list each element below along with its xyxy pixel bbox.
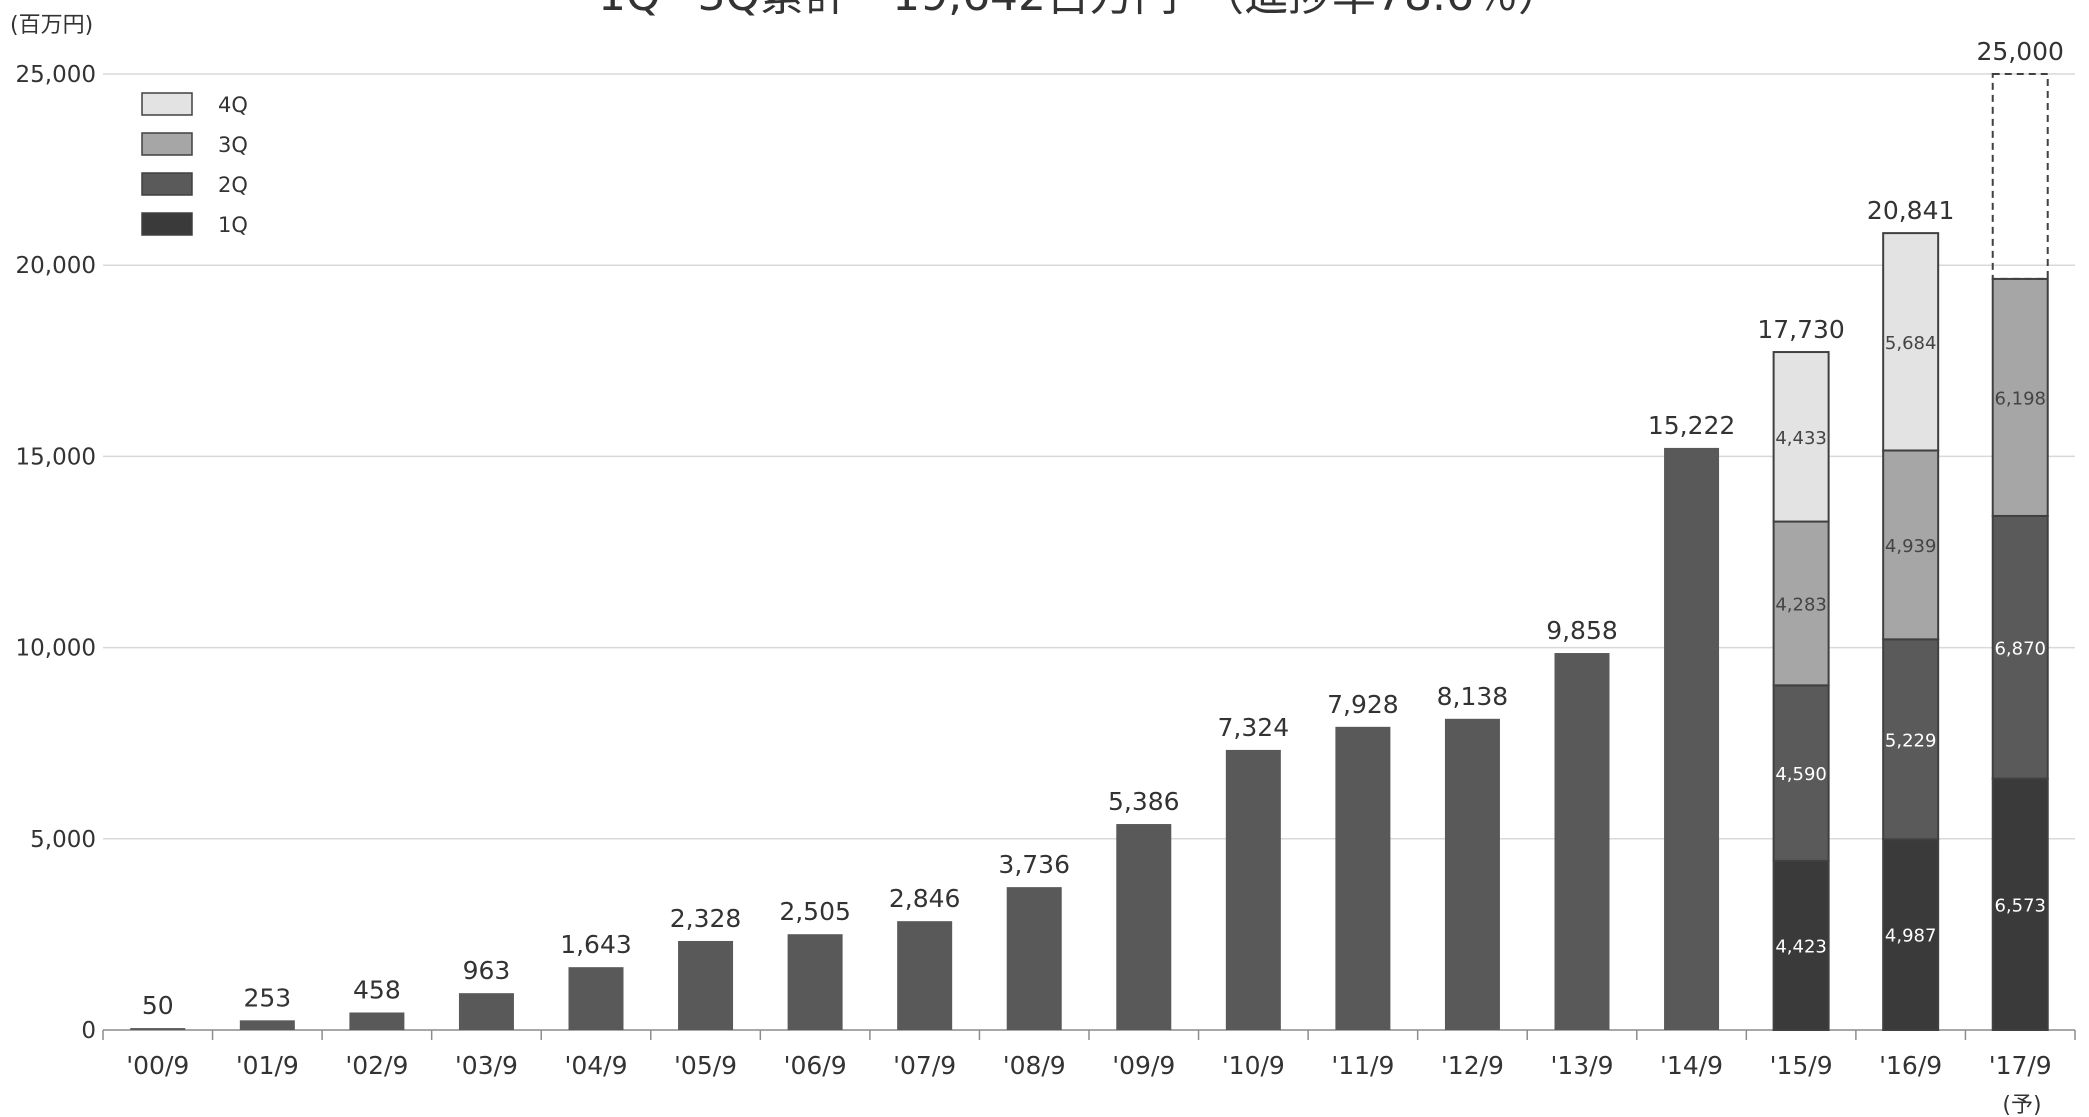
stacked-segment-4q: [1991, 73, 2049, 280]
bar: [1554, 653, 1610, 1030]
segment-value-label: 4,987: [1885, 926, 1937, 947]
bar-value-label: 2,328: [670, 904, 742, 933]
bar: [1444, 718, 1500, 1030]
bar-total-label: 17,730: [1757, 315, 1844, 344]
y-axis: 0 5,000 10,000 15,000 20,000 25,000: [16, 62, 96, 1044]
x-tick-label: '14/9: [1660, 1051, 1723, 1080]
x-tick-label: '12/9: [1441, 1051, 1504, 1080]
x-tick-label: '04/9: [564, 1051, 627, 1080]
segment-value-label: 4,423: [1775, 936, 1827, 957]
bar: [458, 993, 514, 1030]
legend-swatch: [141, 92, 193, 116]
y-unit-label: (百万円): [10, 13, 93, 38]
y-tick-label: 20,000: [16, 253, 96, 279]
bar-value-label: 458: [353, 975, 401, 1004]
x-tick-label: '13/9: [1550, 1051, 1613, 1080]
bar-total-label: 25,000: [1976, 37, 2063, 66]
bar-value-label: 7,324: [1218, 713, 1290, 742]
legend-swatch: [141, 172, 193, 196]
legend-label: 3Q: [218, 133, 248, 157]
stacked-segment-4q: [1772, 351, 1830, 523]
bar-value-label: 3,736: [998, 850, 1070, 879]
bar-value-label: 15,222: [1648, 411, 1735, 440]
x-tick-label: '03/9: [455, 1051, 518, 1080]
forecast-note: (予): [2002, 1093, 2041, 1117]
segment-value-label: 4,939: [1885, 536, 1937, 557]
bar-value-label: 2,846: [889, 884, 961, 913]
y-tick-label: 10,000: [16, 636, 96, 662]
bar: [678, 940, 734, 1030]
stacked-segment-2q: [1772, 684, 1830, 862]
y-tick-label: 0: [81, 1018, 96, 1044]
stacked-segment-3q: [1882, 449, 1940, 641]
x-tick-label: '11/9: [1331, 1051, 1394, 1080]
segment-value-label: 6,573: [1994, 895, 2046, 916]
y-tick-label: 15,000: [16, 444, 96, 470]
bars: 50 253 458 963 1,643 2,328 2,505 2,846 3,736 5,38…: [130, 37, 2064, 1032]
segment-value-label: 4,433: [1775, 428, 1827, 449]
bar: [1664, 447, 1720, 1030]
bar-value-label: 2,505: [779, 897, 851, 926]
bar-value-label: 8,138: [1437, 682, 1509, 711]
bar: [568, 967, 624, 1030]
x-tick-label: '00/9: [126, 1051, 189, 1080]
x-tick-label: '10/9: [1222, 1051, 1285, 1080]
segment-value-label: 6,870: [1994, 638, 2046, 659]
stacked-segment-3q: [1991, 277, 2049, 517]
x-axis: '00/9 '01/9 '02/9 '03/9 '04/9 '05/9 '06/9 '07/9…: [102, 1030, 2076, 1080]
bar: [1335, 726, 1391, 1030]
bar: [897, 921, 953, 1030]
bar: [1116, 824, 1172, 1030]
bar-value-label: 963: [463, 956, 511, 985]
stacked-segment-2q: [1991, 514, 2049, 780]
stacked-segment-2q: [1882, 638, 1940, 841]
stacked-segment-1q: [1772, 859, 1830, 1032]
x-tick-label: '06/9: [784, 1051, 847, 1080]
y-tick-label: 5,000: [30, 827, 96, 853]
x-tick-label: '01/9: [236, 1051, 299, 1080]
x-tick-label: '16/9: [1879, 1051, 1942, 1080]
segment-value-label: 4,590: [1775, 764, 1827, 785]
legend-label: 1Q: [218, 213, 248, 237]
y-tick-label: 25,000: [16, 62, 96, 88]
x-tick-label: '09/9: [1112, 1051, 1175, 1080]
segment-value-label: 4,283: [1775, 594, 1827, 615]
bar: [1225, 749, 1281, 1030]
bar: [349, 1012, 405, 1030]
bar-value-label: 5,386: [1108, 787, 1180, 816]
x-tick-label: '17/9: [1989, 1051, 2052, 1080]
legend-swatch: [141, 132, 193, 156]
legend: 4Q 3Q 2Q 1Q: [141, 92, 248, 237]
bar: [130, 1028, 186, 1030]
bar-value-label: 9,858: [1546, 616, 1618, 645]
bar: [787, 934, 843, 1030]
bar-value-label: 253: [243, 983, 291, 1012]
segment-value-label: 5,684: [1885, 333, 1937, 354]
stacked-segment-1q: [1882, 838, 1940, 1031]
segment-value-label: 6,198: [1994, 388, 2046, 409]
bar: [239, 1020, 295, 1030]
stacked-segment-3q: [1772, 520, 1830, 687]
legend-swatch: [141, 212, 193, 236]
bar-total-label: 20,841: [1867, 196, 1954, 225]
segment-value-label: 5,229: [1885, 730, 1937, 751]
bar-value-label: 1,643: [560, 930, 632, 959]
chart-title: 1Q~3Q累計 19,642百万円 （進捗率78.6％）: [598, 0, 1562, 21]
bar-value-label: 50: [142, 991, 174, 1020]
x-tick-label: '07/9: [893, 1051, 956, 1080]
bar-value-label: 7,928: [1327, 690, 1399, 719]
x-tick-label: '02/9: [345, 1051, 408, 1080]
x-tick-label: '08/9: [1003, 1051, 1066, 1080]
legend-label: 4Q: [218, 93, 248, 117]
x-tick-label: '15/9: [1770, 1051, 1833, 1080]
stacked-segment-4q: [1882, 232, 1940, 452]
x-tick-label: '05/9: [674, 1051, 737, 1080]
bar: [1006, 887, 1062, 1030]
legend-label: 2Q: [218, 173, 248, 197]
